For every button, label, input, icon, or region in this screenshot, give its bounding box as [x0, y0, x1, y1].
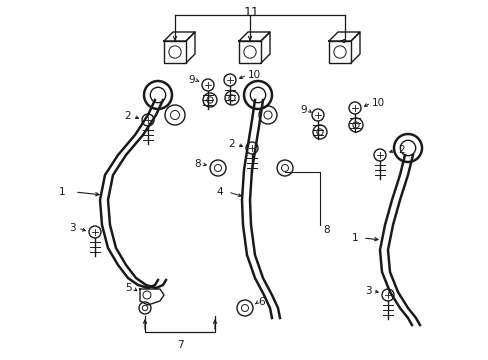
- Text: 8: 8: [194, 159, 201, 169]
- Bar: [163, 41, 185, 63]
- Text: 9: 9: [188, 75, 195, 85]
- Text: 5: 5: [124, 283, 131, 293]
- Text: 3: 3: [364, 286, 370, 296]
- Text: 2: 2: [397, 145, 404, 155]
- Text: 2: 2: [124, 111, 131, 121]
- Polygon shape: [140, 289, 163, 305]
- Text: 9: 9: [300, 105, 306, 115]
- Text: 11: 11: [244, 5, 259, 18]
- Text: 3: 3: [68, 223, 75, 233]
- Text: 2: 2: [228, 139, 235, 149]
- Text: 4: 4: [216, 187, 223, 197]
- Text: 6: 6: [258, 297, 265, 307]
- Text: 8: 8: [323, 225, 329, 235]
- Bar: [239, 41, 261, 63]
- Bar: [328, 41, 350, 63]
- Text: 10: 10: [247, 70, 261, 80]
- Text: 10: 10: [371, 98, 385, 108]
- Text: 7: 7: [176, 340, 183, 350]
- Text: 1: 1: [351, 233, 358, 243]
- Text: 1: 1: [59, 187, 65, 197]
